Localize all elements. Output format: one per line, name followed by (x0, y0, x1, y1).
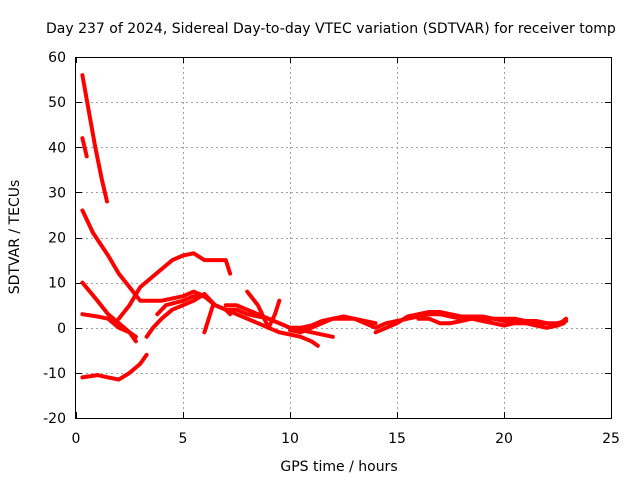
series-line-s7 (80, 352, 149, 382)
series-line-s6 (80, 312, 138, 339)
ticks: 0 5 10 15 20 25 -20 -10 0 10 20 30 40 50 60 (43, 50, 620, 447)
series-line-s14 (373, 310, 569, 335)
x-tick-label: 10 (281, 431, 299, 447)
series-line-s4 (116, 251, 233, 321)
y-tick-label: 60 (48, 50, 66, 66)
plot-frame (75, 57, 612, 419)
y-tick-label: 30 (48, 185, 66, 201)
series-line-s2 (80, 136, 89, 159)
x-tick-label: 20 (495, 431, 513, 447)
y-tick-label: -10 (43, 366, 66, 382)
series-line-s8 (144, 291, 320, 348)
series-line-s1 (80, 73, 109, 204)
y-tick-label: 10 (48, 276, 66, 292)
x-tick-label: 5 (179, 431, 188, 447)
y-tick-label: 50 (48, 95, 66, 111)
x-tick-label: 15 (388, 431, 406, 447)
y-tick-label: -20 (43, 411, 66, 427)
y-tick-label: 0 (57, 321, 66, 337)
grid (76, 57, 611, 418)
y-tick-label: 40 (48, 140, 66, 156)
chart-title: Day 237 of 2024, Sidereal Day-to-day VTE… (46, 21, 616, 37)
series-line-s11 (245, 289, 282, 330)
x-axis-label: GPS time / hours (280, 459, 397, 475)
y-tick-label: 20 (48, 231, 66, 247)
series-line-s15 (416, 316, 566, 330)
y-axis-label: SDTVAR / TECUs (7, 180, 23, 295)
x-tick-label: 0 (72, 431, 81, 447)
series-line-s10 (202, 303, 215, 335)
series-line-s12 (223, 303, 378, 330)
series-group (80, 73, 569, 382)
x-tick-label: 25 (602, 431, 620, 447)
